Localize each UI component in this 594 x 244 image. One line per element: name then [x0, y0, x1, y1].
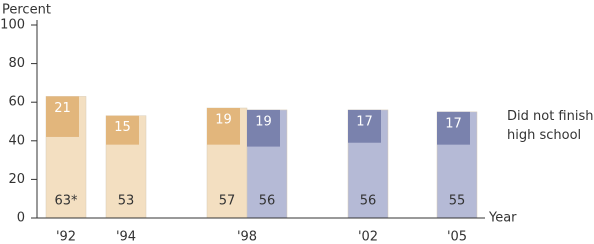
- x-axis-label: Year: [488, 211, 517, 226]
- inset-bar: [106, 115, 139, 145]
- value-label: 56: [360, 194, 377, 209]
- y-tick-label: 100: [0, 18, 25, 33]
- y-tick-label: 0: [17, 211, 25, 226]
- y-tick-label: 40: [8, 133, 25, 148]
- x-tick-label: '05: [447, 230, 467, 244]
- y-tick-label: 80: [8, 56, 25, 71]
- x-tick-label: '02: [358, 230, 378, 244]
- inset-bar: [46, 96, 79, 137]
- inset-label: 17: [445, 116, 462, 131]
- inset-label: 21: [54, 101, 71, 116]
- inset-label: 17: [356, 114, 373, 129]
- x-tick-label: '94: [116, 230, 136, 244]
- y-tick-label: 60: [8, 95, 25, 110]
- inset-label: 19: [255, 114, 272, 129]
- y-tick-label: 20: [8, 172, 25, 187]
- inset-label: 19: [215, 112, 232, 127]
- value-label: 56: [259, 194, 276, 209]
- y-axis-label: Percent: [2, 3, 51, 18]
- value-label: 55: [449, 194, 466, 209]
- x-tick-label: '92: [56, 230, 76, 244]
- x-tick-label: '98: [237, 230, 257, 244]
- value-label: 57: [219, 194, 236, 209]
- inset-bar: [348, 109, 381, 143]
- inset-bar: [247, 109, 280, 147]
- annotation: Did not finish high school: [507, 109, 594, 143]
- value-label: 63*: [54, 194, 78, 209]
- inset-bar: [207, 107, 240, 145]
- inset-bar: [437, 111, 470, 145]
- inset-label: 15: [114, 120, 131, 135]
- value-label: 53: [118, 194, 135, 209]
